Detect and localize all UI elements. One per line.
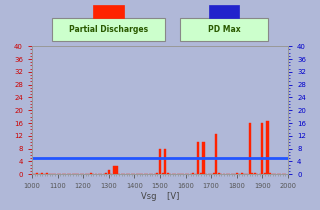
X-axis label: Vsg    [V]: Vsg [V] bbox=[141, 192, 179, 201]
Bar bbox=[200, 173, 202, 174]
Text: PD Max: PD Max bbox=[208, 25, 240, 34]
Bar bbox=[105, 173, 107, 174]
Bar bbox=[251, 173, 253, 174]
Bar bbox=[108, 171, 110, 174]
Bar bbox=[203, 142, 204, 174]
Bar bbox=[192, 173, 194, 174]
Bar bbox=[261, 123, 263, 174]
Bar bbox=[162, 173, 164, 174]
Bar bbox=[215, 134, 217, 174]
Bar bbox=[156, 173, 158, 174]
FancyBboxPatch shape bbox=[52, 18, 165, 41]
Bar bbox=[197, 142, 199, 174]
Bar bbox=[116, 166, 117, 174]
Bar bbox=[164, 149, 166, 174]
Bar bbox=[249, 123, 251, 174]
Bar bbox=[264, 173, 266, 174]
FancyBboxPatch shape bbox=[209, 5, 239, 18]
Bar bbox=[36, 173, 38, 174]
Bar bbox=[90, 173, 92, 174]
Bar bbox=[167, 173, 169, 174]
Bar bbox=[236, 173, 238, 174]
Bar bbox=[46, 173, 48, 174]
Bar bbox=[218, 173, 220, 174]
Bar bbox=[213, 173, 215, 174]
Bar bbox=[31, 173, 33, 174]
Text: Partial Discharges: Partial Discharges bbox=[69, 25, 148, 34]
Bar bbox=[269, 173, 271, 174]
Bar bbox=[267, 121, 268, 174]
FancyBboxPatch shape bbox=[93, 5, 124, 18]
Bar bbox=[41, 173, 43, 174]
Bar bbox=[254, 173, 256, 174]
Bar bbox=[241, 173, 243, 174]
FancyBboxPatch shape bbox=[180, 18, 268, 41]
Bar bbox=[159, 149, 161, 174]
Bar bbox=[113, 166, 115, 174]
